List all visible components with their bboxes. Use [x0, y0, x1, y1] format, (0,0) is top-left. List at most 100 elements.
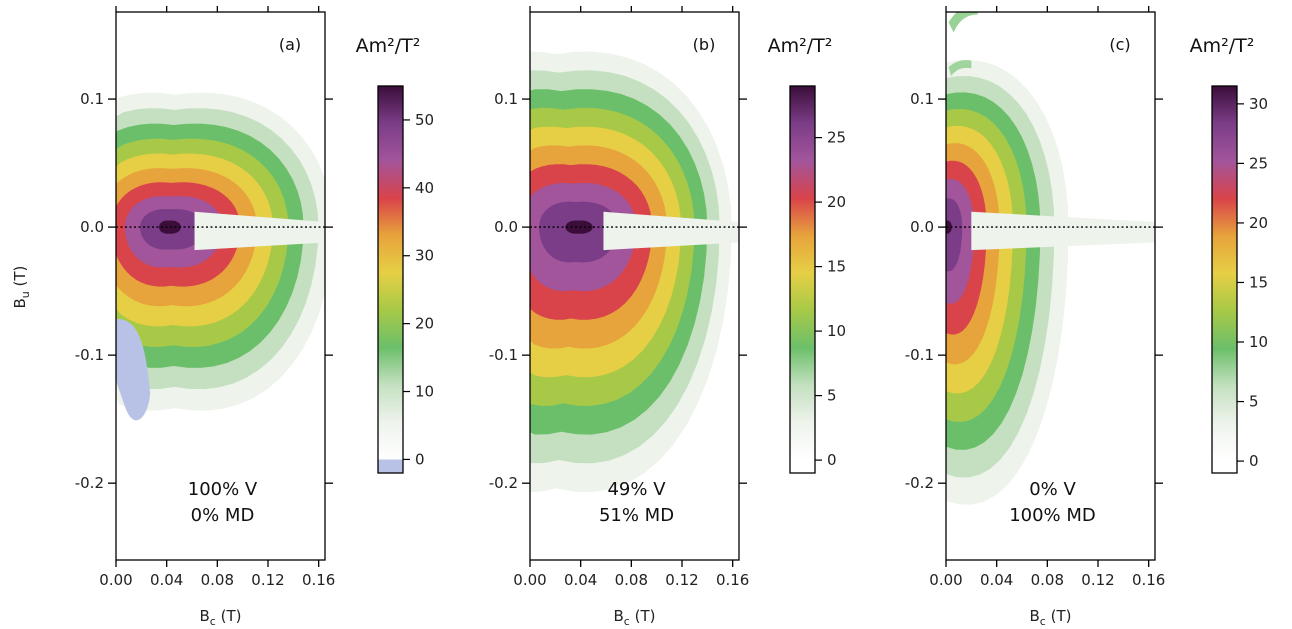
colorbar-tick-label: 20 [415, 315, 434, 333]
upper-artifact [948, 12, 978, 33]
x-axis-label-unit: (T) [216, 607, 242, 625]
contour-band [946, 220, 952, 234]
plot-area-c [946, 12, 1155, 560]
x-axis-label-main: B [614, 607, 624, 625]
colorbar-tick-label: 20 [1249, 214, 1268, 232]
y-tick-label: 0.0 [80, 218, 104, 236]
colorbar-tick-label: 20 [827, 193, 846, 211]
colorbar-tick-label: 15 [1249, 273, 1268, 291]
colorbar-title-b: Am²/T² [768, 35, 833, 57]
panel-b: 0.00 0.04 0.08 0.12 0.16 0.1 0.0 -0.1 -0.2 (b) 4… [489, 6, 846, 628]
annotation-b-line2: 51% MD [599, 505, 674, 526]
panel-label-c: (c) [1109, 35, 1130, 54]
y-tick-label: -0.1 [489, 346, 518, 364]
colorbar-title-c: Am²/T² [1190, 35, 1255, 57]
annotation-c-line2: 100% MD [1009, 505, 1096, 526]
colorbar-tick-label: 10 [827, 322, 846, 340]
panel-a: 0.00 0.04 0.08 0.12 0.16 0.1 0.0 -0.1 -0.2 (a) 1… [11, 6, 434, 628]
x-tick-label: 0.00 [513, 571, 546, 589]
plot-frame-c [945, 11, 1156, 561]
colorbar-gradient [1211, 85, 1238, 474]
y-tick-label: 0.1 [494, 90, 518, 108]
x-tick-label: 0.12 [1081, 571, 1114, 589]
y-axis-label-sub: u [19, 291, 32, 298]
panel-label-b: (b) [693, 35, 716, 54]
negative-region [116, 319, 151, 421]
colorbar-tick-label: 25 [1249, 154, 1268, 172]
x-tick-label: 0.16 [302, 571, 335, 589]
panel-label-a: (a) [279, 35, 301, 54]
panel-c: 0.00 0.04 0.08 0.12 0.16 0.1 0.0 -0.1 -0.2 (c) 0… [905, 6, 1268, 628]
contour-band [565, 220, 593, 234]
colorbar-tick-label: 5 [827, 387, 837, 405]
ticks-c: 0.00 0.04 0.08 0.12 0.16 0.1 0.0 -0.1 -0.2 [905, 6, 1165, 589]
y-axis-label-unit: (T) [11, 266, 29, 292]
colorbar-tick-label: 30 [1249, 95, 1268, 113]
y-axis-label: Bu (T) [11, 266, 32, 309]
colorbar-tick-label: 0 [827, 451, 837, 469]
x-tick-label: 0.12 [251, 571, 284, 589]
x-axis-label-c: Bc (T) [1030, 607, 1072, 628]
ticks-b: 0.00 0.04 0.08 0.12 0.16 0.1 0.0 -0.1 -0.2 [489, 6, 749, 589]
colorbar-tick-label: 15 [827, 258, 846, 276]
y-axis-label-main: B [11, 298, 29, 308]
y-tick-label: -0.2 [905, 474, 934, 492]
x-axis-label-unit: (T) [630, 607, 656, 625]
x-axis-label-sub: c [210, 615, 216, 628]
colorbar-gradient [789, 85, 816, 474]
colorbar-tick-label: 40 [415, 179, 434, 197]
colorbar-b: 0 5 10 15 20 25 [789, 85, 846, 474]
colorbar-tick-label: 10 [415, 383, 434, 401]
annotation-b-line1: 49% V [607, 479, 666, 500]
y-tick-label: 0.0 [910, 218, 934, 236]
x-tick-label: 0.08 [201, 571, 234, 589]
colorbar-gradient [377, 85, 404, 474]
colorbar-tick-label: 0 [415, 450, 425, 468]
y-tick-label: 0.1 [80, 90, 104, 108]
plot-area-b [530, 12, 739, 560]
y-tick-label: -0.2 [75, 474, 104, 492]
x-tick-label: 0.00 [99, 571, 132, 589]
annotation-c-line1: 0% V [1029, 479, 1076, 500]
tail-band [971, 211, 1155, 251]
plot-area-a [116, 12, 325, 560]
x-tick-label: 0.16 [716, 571, 749, 589]
x-tick-label: 0.04 [980, 571, 1013, 589]
plot-frame-b [529, 11, 740, 561]
annotation-a-line1: 100% V [188, 479, 258, 500]
x-tick-label: 0.08 [1031, 571, 1064, 589]
ticks-a: 0.00 0.04 0.08 0.12 0.16 0.1 0.0 -0.1 -0.2 [75, 6, 335, 589]
contour-band [946, 198, 963, 272]
x-axis-label-unit: (T) [1046, 607, 1072, 625]
colorbar-tick-label: 50 [415, 111, 434, 129]
x-tick-label: 0.04 [150, 571, 183, 589]
colorbar-tick-label: 5 [1249, 393, 1259, 411]
y-tick-label: -0.2 [489, 474, 518, 492]
colorbar-tick-label: 30 [415, 247, 434, 265]
x-tick-label: 0.16 [1132, 571, 1165, 589]
tail-band [603, 211, 739, 251]
colorbar-a: 0 10 20 30 40 50 [377, 85, 434, 474]
x-axis-label-main: B [200, 607, 210, 625]
tail-band [194, 211, 325, 251]
x-tick-label: 0.12 [665, 571, 698, 589]
plot-frame-a [115, 11, 326, 561]
x-axis-label-main: B [1030, 607, 1040, 625]
colorbar-c: 0 5 10 15 20 25 30 [1211, 85, 1268, 474]
x-axis-label-sub: c [1040, 615, 1046, 628]
y-tick-label: 0.0 [494, 218, 518, 236]
x-axis-label-sub: c [624, 615, 630, 628]
x-axis-label-a: Bc (T) [200, 607, 242, 628]
annotation-a-line2: 0% MD [191, 505, 255, 526]
x-tick-label: 0.00 [929, 571, 962, 589]
y-tick-label: 0.1 [910, 90, 934, 108]
colorbar-tick-label: 10 [1249, 333, 1268, 351]
y-tick-label: -0.1 [75, 346, 104, 364]
upper-artifact [948, 60, 972, 77]
x-tick-label: 0.04 [564, 571, 597, 589]
colorbar-tick-label: 0 [1249, 452, 1259, 470]
x-axis-label-b: Bc (T) [614, 607, 656, 628]
colorbar-title-a: Am²/T² [356, 35, 421, 57]
y-tick-label: -0.1 [905, 346, 934, 364]
